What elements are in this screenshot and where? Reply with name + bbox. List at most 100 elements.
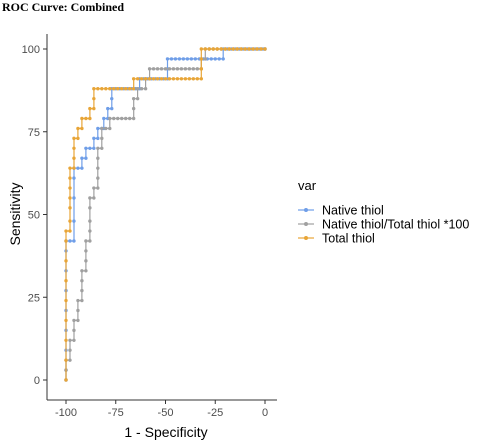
data-point [64,259,68,263]
data-point [68,219,72,223]
data-point [72,328,76,333]
data-point [151,77,156,81]
y-tick-label: 50 [28,210,40,222]
data-point [171,67,176,71]
data-point [92,196,96,200]
page-title: ROC Curve: Combined [2,0,124,14]
data-point [88,229,92,233]
data-point [92,186,96,190]
data-point [112,116,116,121]
data-point [179,67,184,71]
data-point [131,87,136,91]
data-point [143,77,148,81]
data-point [72,176,76,180]
data-point [159,67,164,71]
data-point [235,47,239,51]
data-point [72,196,76,200]
data-point [203,57,207,61]
x-axis-title: 1 - Specificity [124,424,207,440]
legend-key-point [304,236,308,240]
series-line [65,48,265,380]
data-point [84,156,88,160]
data-point [72,219,76,223]
data-point [247,47,251,51]
x-tick-label: -25 [207,407,223,419]
data-point [64,239,68,243]
legend-key-point [304,222,308,226]
data-point [100,87,104,91]
data-point [199,77,204,81]
data-point [127,116,132,121]
data-point [92,106,96,111]
data-point [139,77,144,81]
data-point [64,298,68,303]
data-point [173,57,178,61]
data-point [108,87,112,91]
data-point [181,57,186,61]
data-point [92,136,96,141]
data-point [64,358,68,362]
data-point [96,156,100,160]
data-point [155,67,160,71]
data-point [147,67,152,71]
data-point [64,279,68,283]
data-point [135,87,140,91]
data-point [64,338,68,342]
data-point [131,106,136,111]
data-point [100,126,104,131]
data-point [195,77,200,81]
data-point [151,67,156,71]
data-point [92,96,96,101]
data-point [84,116,88,121]
y-axis-title: Sensitivity [7,182,23,245]
data-point [116,87,120,91]
data-point [167,77,172,81]
data-point [80,156,84,160]
data-point [68,196,72,200]
data-point [68,186,72,190]
data-point [88,106,92,111]
data-point [92,87,96,91]
data-point [72,239,76,243]
data-point [179,77,184,81]
data-point [104,126,108,131]
data-point [187,67,192,71]
ticks: -100 -75 -50 -25 0 0 25 50 75 100 [22,44,268,419]
data-point [255,47,259,51]
legend-label: Total thiol [322,232,375,246]
data-point [139,87,144,91]
data-point [159,77,164,81]
data-point [165,57,170,61]
legend-label: Native thiol [322,204,384,218]
data-point [251,47,255,51]
data-point [80,298,84,303]
data-point [135,77,140,81]
series-layer [64,47,267,382]
data-point [84,249,88,253]
data-point [203,47,207,51]
data-point [239,47,243,51]
data-point [127,87,132,91]
data-point [124,116,128,121]
data-point [108,116,112,121]
data-point [76,298,80,303]
legend-title: var [298,178,317,193]
data-point [64,229,68,233]
data-point [175,67,180,71]
data-point [64,318,68,323]
series-line [65,48,265,380]
y-tick-label: 100 [22,44,40,56]
data-point [110,106,114,111]
data-point [84,269,88,273]
data-point [217,57,221,61]
data-point [96,176,100,180]
axes [46,34,277,401]
data-point [96,126,100,131]
data-point [199,57,204,61]
data-point [187,77,192,81]
data-point [147,77,152,81]
data-point [72,146,76,150]
data-point [112,87,116,91]
data-point [88,196,92,200]
data-point [96,186,100,190]
